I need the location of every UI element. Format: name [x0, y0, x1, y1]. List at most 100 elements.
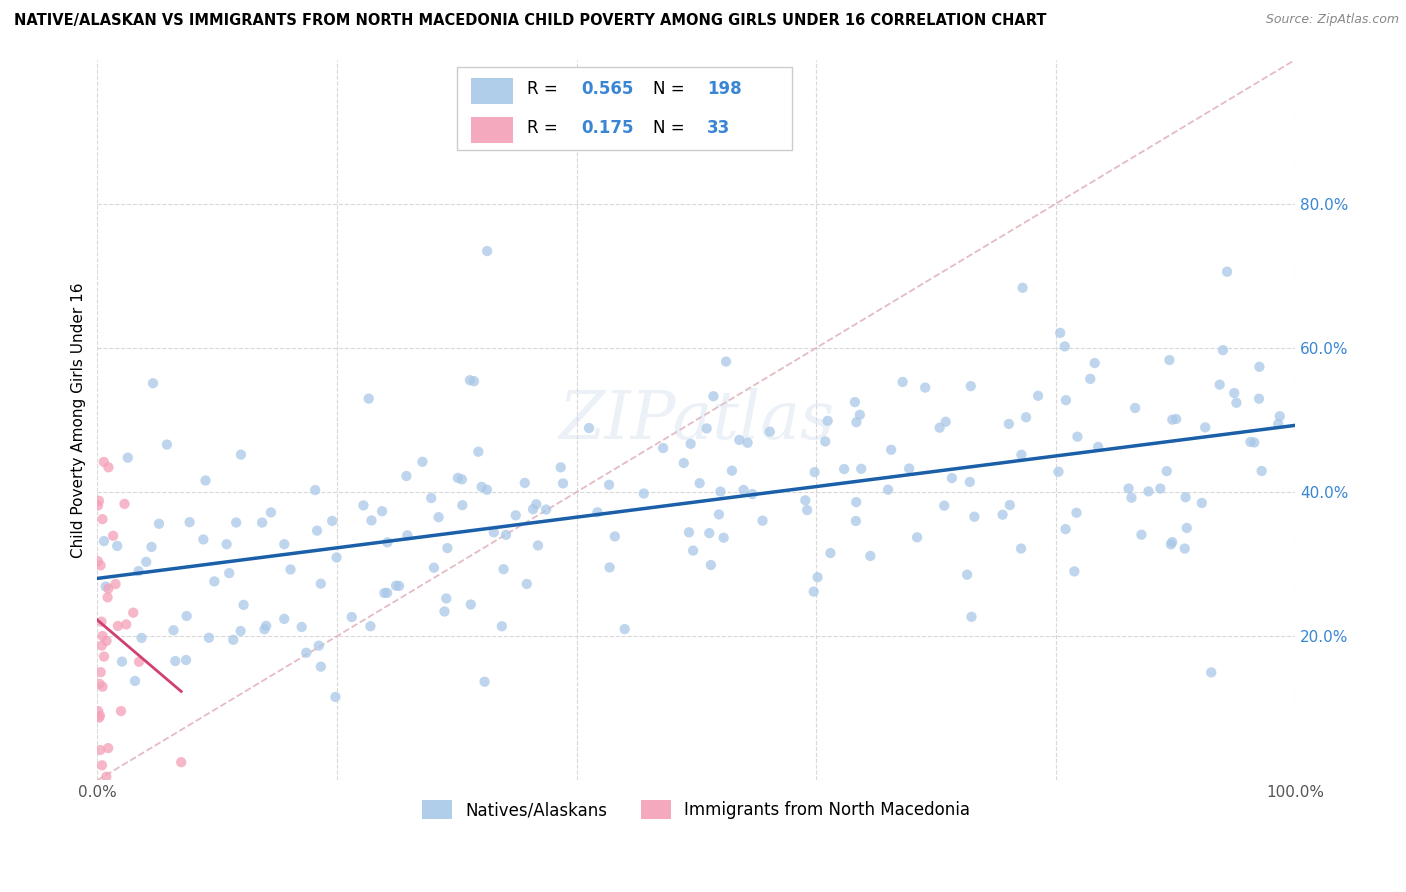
Point [941, 471, 963, 485]
Text: 33: 33 [707, 120, 731, 137]
Point [97, 591, 120, 605]
Point [578, 421, 600, 435]
Point [1010, 541, 1032, 556]
Point [321, 514, 343, 528]
Point [845, 495, 868, 509]
Point [458, 373, 481, 387]
Text: 198: 198 [707, 80, 742, 98]
Point [741, 487, 763, 501]
Text: N =: N = [654, 80, 685, 98]
Point [1199, 665, 1222, 680]
Point [513, 475, 536, 490]
Point [1011, 281, 1033, 295]
Point [707, 508, 730, 522]
Point [1087, 440, 1109, 454]
Point [107, 619, 129, 633]
Point [1053, 339, 1076, 353]
Point [1121, 491, 1143, 505]
Point [877, 483, 900, 497]
Point [491, 619, 513, 633]
Point [959, 475, 981, 489]
Point [1149, 482, 1171, 496]
Point [678, 525, 700, 540]
Point [304, 483, 326, 497]
Point [253, 622, 276, 636]
Point [1250, 464, 1272, 478]
Point [633, 486, 655, 500]
Point [325, 690, 347, 704]
Point [1175, 521, 1198, 535]
Point [728, 433, 751, 447]
Point [433, 605, 456, 619]
Point [1223, 386, 1246, 401]
Point [522, 502, 544, 516]
Point [1130, 527, 1153, 541]
Point [689, 476, 711, 491]
Point [794, 493, 817, 508]
Legend: Natives/Alaskans, Immigrants from North Macedonia: Natives/Alaskans, Immigrants from North … [416, 794, 977, 826]
Point [1191, 496, 1213, 510]
Point [1216, 265, 1239, 279]
Point [420, 491, 443, 505]
Point [1174, 541, 1197, 556]
Point [849, 408, 872, 422]
Point [434, 591, 457, 606]
Point [721, 464, 744, 478]
Point [845, 514, 868, 528]
Point [463, 374, 485, 388]
Point [131, 631, 153, 645]
Point [436, 541, 458, 555]
Point [93, 455, 115, 469]
Point [702, 389, 724, 403]
Point [733, 483, 755, 497]
Point [90, 558, 112, 573]
Point [89, 677, 111, 691]
Point [482, 525, 505, 540]
Point [451, 498, 474, 512]
Point [375, 586, 398, 600]
Point [377, 535, 399, 549]
Text: R =: R = [527, 120, 558, 137]
Point [475, 483, 498, 497]
Point [817, 414, 839, 428]
Point [697, 526, 720, 541]
Point [254, 619, 277, 633]
Text: ZIPatlas: ZIPatlas [558, 387, 835, 452]
Point [229, 624, 252, 638]
Point [737, 435, 759, 450]
Point [291, 620, 314, 634]
Point [505, 508, 527, 523]
Text: NATIVE/ALASKAN VS IMMIGRANTS FROM NORTH MACEDONIA CHILD POVERTY AMONG GIRLS UNDE: NATIVE/ALASKAN VS IMMIGRANTS FROM NORTH … [14, 13, 1046, 29]
Point [87, 554, 110, 568]
Point [991, 508, 1014, 522]
Point [928, 420, 950, 434]
Bar [471, 117, 513, 143]
Point [814, 434, 837, 449]
Point [613, 622, 636, 636]
Point [309, 659, 332, 673]
Point [128, 655, 150, 669]
Point [959, 379, 981, 393]
Point [179, 515, 201, 529]
Point [751, 514, 773, 528]
Point [373, 586, 395, 600]
Point [1247, 392, 1270, 406]
Point [89, 708, 111, 723]
Point [396, 528, 419, 542]
Point [1243, 435, 1265, 450]
Point [1063, 565, 1085, 579]
Point [1078, 372, 1101, 386]
Point [1159, 353, 1181, 368]
Point [128, 564, 150, 578]
Point [91, 680, 114, 694]
Point [371, 504, 394, 518]
Point [135, 555, 157, 569]
Point [474, 674, 496, 689]
Point [1054, 393, 1077, 408]
Point [1208, 377, 1230, 392]
Point [803, 584, 825, 599]
Point [96, 633, 118, 648]
Point [87, 704, 110, 718]
Point [91, 758, 114, 772]
FancyBboxPatch shape [457, 67, 792, 150]
